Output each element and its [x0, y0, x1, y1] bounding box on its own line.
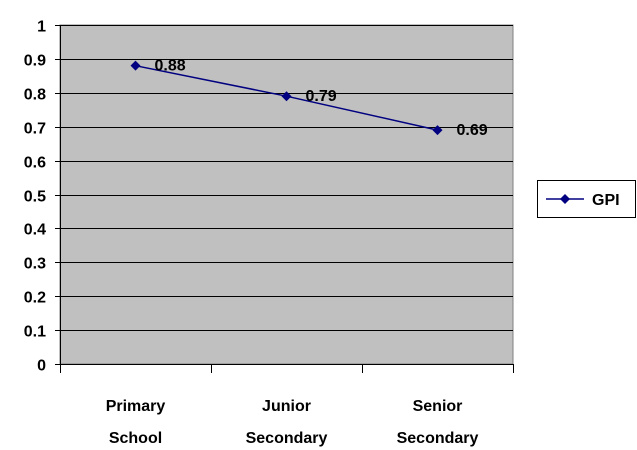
legend-marker-gpi	[560, 194, 570, 204]
legend: GPI	[537, 180, 636, 218]
legend-label-gpi: GPI	[592, 192, 620, 209]
data-label: 0.69	[457, 122, 488, 139]
data-point-marker	[281, 91, 292, 102]
x-category-label: School	[109, 430, 162, 447]
plot-area	[59, 24, 514, 365]
x-category-label: Junior	[262, 398, 311, 415]
y-axis: 0 0.1 0.2 0.3 0.4 0.5 0.6 0.7 0.8 0.9 1	[24, 19, 61, 375]
gridlines	[60, 25, 513, 331]
y-tick-label: 0.1	[24, 324, 46, 341]
y-tick-label: 0.8	[24, 87, 46, 104]
y-tick-label: 0.7	[24, 121, 46, 138]
data-point-marker	[130, 60, 141, 71]
y-tick-label: 0.6	[24, 155, 46, 172]
y-tick-label: 1	[37, 19, 46, 36]
y-tick-label: 0.5	[24, 189, 46, 206]
data-point-marker	[432, 125, 443, 136]
y-tick-label: 0.9	[24, 53, 46, 70]
series-layer: 0.88 0.79 0.69	[130, 58, 488, 139]
x-category-label: Secondary	[397, 430, 479, 447]
x-axis: Primary School Junior Secondary Senior Second…	[60, 364, 514, 447]
y-tick-label: 0	[37, 358, 46, 375]
x-category-label: Secondary	[246, 430, 328, 447]
x-category-label: Primary	[106, 398, 166, 415]
y-tick-label: 0.4	[24, 222, 46, 239]
data-label: 0.79	[306, 88, 337, 105]
y-tick-label: 0.3	[24, 256, 46, 273]
data-label: 0.88	[155, 58, 186, 75]
y-tick-label: 0.2	[24, 290, 46, 307]
x-category-label: Senior	[413, 398, 463, 415]
